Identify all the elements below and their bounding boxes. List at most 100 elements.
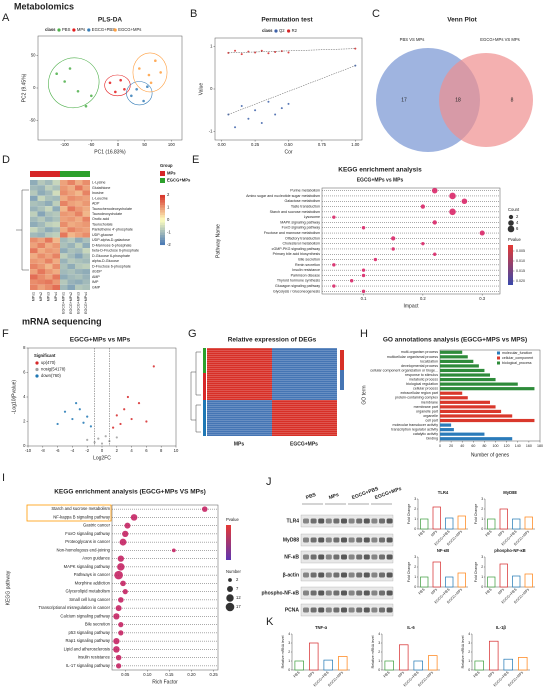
dot bbox=[113, 646, 120, 653]
point bbox=[119, 78, 122, 82]
group-bar bbox=[75, 171, 83, 177]
bar bbox=[518, 657, 528, 671]
term-label: Gastric cancer bbox=[83, 523, 111, 528]
legend-label: EGCG+MPs bbox=[167, 178, 191, 183]
heat-cell bbox=[60, 211, 68, 217]
term-label: Galactose metabolism bbox=[284, 199, 320, 203]
y-tick-label: 1 bbox=[481, 575, 483, 579]
x-tick-label: 100 bbox=[493, 444, 499, 448]
y-axis-label: Fold Change bbox=[474, 504, 478, 525]
point bbox=[240, 105, 243, 107]
heat-cell bbox=[82, 195, 90, 201]
heat-cell bbox=[45, 237, 53, 243]
heat-cell bbox=[52, 258, 60, 264]
term-label: Primary bile acid biosynthesis bbox=[273, 252, 321, 256]
y-tick-label: 2 bbox=[23, 419, 26, 424]
scale-step bbox=[160, 202, 165, 206]
section-title: mRNA sequencing bbox=[22, 316, 102, 326]
heat-cell bbox=[30, 248, 38, 254]
scale-step bbox=[160, 242, 165, 246]
x-tick-label: 0.25 bbox=[251, 142, 260, 147]
panel-letter: I bbox=[2, 472, 5, 484]
x-tick-label: 0.20 bbox=[187, 672, 196, 677]
dot bbox=[449, 208, 456, 216]
bar bbox=[524, 516, 533, 530]
plot-frame bbox=[111, 504, 219, 671]
dot bbox=[421, 241, 425, 246]
scale-tick-label: 0 bbox=[167, 217, 170, 222]
heat-cell bbox=[37, 190, 45, 196]
lane-label: PBS bbox=[305, 492, 317, 501]
size-legend-label: 2 bbox=[236, 577, 239, 582]
heat-cell bbox=[67, 206, 75, 212]
column-label: MPs2 bbox=[39, 292, 43, 301]
legend-swatch bbox=[35, 361, 39, 365]
bar bbox=[499, 563, 508, 588]
dot bbox=[117, 563, 125, 571]
point bbox=[108, 81, 112, 85]
term-label: FoxO signaling pathway bbox=[65, 531, 111, 536]
heat-cell bbox=[45, 258, 53, 264]
group-ellipse bbox=[104, 74, 131, 97]
term-label: Amino sugar and nucleotide sugar metabol… bbox=[246, 194, 320, 198]
blot-band bbox=[356, 554, 363, 560]
scale-step bbox=[160, 229, 165, 233]
bar bbox=[440, 414, 513, 418]
heat-cell bbox=[30, 211, 38, 217]
heat-cell bbox=[75, 185, 83, 191]
heat-cell bbox=[60, 237, 68, 243]
heat-cell bbox=[37, 180, 45, 186]
x-tick-label: PBS bbox=[473, 670, 481, 678]
legend-title: Pvalue bbox=[226, 517, 239, 522]
bar bbox=[474, 660, 484, 671]
x-tick-label: 40 bbox=[460, 444, 464, 448]
point bbox=[287, 51, 290, 54]
blot-band bbox=[386, 537, 393, 543]
point bbox=[234, 126, 237, 129]
size-legend bbox=[227, 586, 233, 592]
dot bbox=[118, 597, 124, 603]
bar bbox=[489, 640, 499, 671]
heat-cell bbox=[67, 258, 75, 264]
point bbox=[147, 73, 151, 77]
heat-cell bbox=[45, 200, 53, 207]
heat-cell bbox=[30, 279, 38, 285]
x-tick-label: 4 bbox=[130, 448, 133, 453]
heat-cell bbox=[82, 221, 90, 228]
blot-band bbox=[318, 590, 325, 596]
heat-cell bbox=[52, 274, 60, 280]
heat-cell bbox=[30, 263, 38, 270]
heat-cell bbox=[82, 227, 90, 233]
group-ellipse bbox=[132, 52, 168, 93]
group-label: MPs bbox=[234, 441, 245, 447]
heat-cell bbox=[67, 190, 75, 196]
term-label: localization bbox=[420, 359, 438, 363]
panel-letter: F bbox=[2, 328, 9, 340]
heat-cell bbox=[75, 206, 83, 212]
term-label: Parkinson disease bbox=[291, 273, 320, 277]
heat-cell bbox=[60, 258, 68, 264]
blot-band bbox=[348, 590, 355, 596]
heat-cell bbox=[45, 284, 53, 290]
y-tick-label: 2 bbox=[481, 565, 483, 569]
heat-cell bbox=[75, 258, 83, 264]
y-axis-label: Relative mRNA level bbox=[281, 635, 285, 668]
heat-cell bbox=[67, 195, 75, 201]
heat-cell bbox=[82, 200, 90, 207]
point bbox=[260, 49, 263, 52]
size-legend-label: 17 bbox=[236, 604, 241, 609]
bar bbox=[457, 572, 466, 588]
heat-cell bbox=[75, 227, 83, 233]
heat-cell bbox=[52, 237, 60, 243]
plot-frame bbox=[439, 349, 541, 442]
y-tick-label: 1 bbox=[481, 517, 483, 521]
blot-band bbox=[348, 572, 355, 578]
point bbox=[76, 89, 80, 93]
heat-cell bbox=[37, 200, 45, 207]
chart-title: TLR4 bbox=[438, 490, 449, 495]
dot bbox=[113, 613, 120, 620]
blot-band bbox=[341, 572, 347, 578]
scale-step bbox=[160, 232, 165, 236]
term-label: Insulin resistance bbox=[78, 655, 111, 660]
heat-cell bbox=[60, 274, 68, 280]
